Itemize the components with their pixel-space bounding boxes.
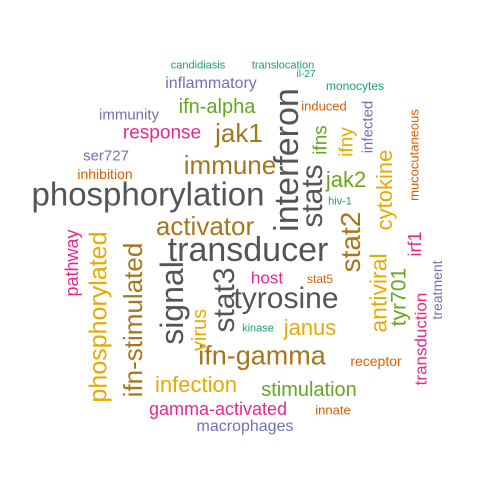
word-ifn-stimulated: ifn-stimulated [118,242,148,398]
word-activator: activator [155,211,255,241]
word-pathway: pathway [62,229,82,297]
word-virus: virus [189,308,211,352]
word-inhibition: inhibition [77,166,133,182]
word-cytokine: cytokine [372,149,397,231]
word-signal: signal [154,261,190,345]
word-inflammatory: inflammatory [165,75,257,92]
word-monocytes: monocytes [325,79,385,93]
word-host: host [250,268,284,288]
word-jak2: jak2 [325,167,367,192]
word-stats: stats [296,164,329,228]
word-translocation: translocation [251,59,315,72]
word-stat3: stat3 [208,267,241,333]
word-treatment: treatment [429,260,445,320]
word-infected: infected [359,100,377,154]
word-janus: janus [283,315,337,340]
word-kinase: kinase [242,322,274,335]
word-stat2: stat2 [335,211,366,273]
word-stat5: stat5 [306,272,334,286]
word-induced: induced [301,98,347,114]
word-phosphorylation: phosphorylation [31,175,265,213]
word-innate: innate [315,402,351,418]
word-gamma-activated: gamma-activated [148,399,288,419]
word-jak1: jak1 [215,118,263,148]
word-irf1: irf1 [405,231,425,257]
word-ifns: ifns [310,125,332,155]
word-infection: infection [155,372,237,397]
word-transducer: transducer [167,231,329,269]
word-stimulation: stimulation [261,379,357,401]
word-ser727: ser727 [83,147,129,165]
word-ifn-alpha: ifn-alpha [178,96,256,118]
word-response: response [122,122,202,144]
word-ifny: ifny [336,127,358,157]
word-ifn-gamma: ifn-gamma [198,340,326,371]
word-transduction: transduction [411,292,431,386]
word-macrophages: macrophages [196,418,294,435]
word-hiv-1: hiv-1 [328,195,352,208]
word-immune: immune [183,150,277,180]
word-receptor: receptor [350,353,402,369]
word-il-27: il-27 [296,69,316,80]
word-tyrosine: tyrosine [233,282,339,315]
word-immunity: immunity [98,106,160,124]
word-candidiasis: candidiasis [170,59,226,72]
word-mucocutaneous: mucocutaneous [406,109,422,201]
word-tyr701: tyr701 [387,267,411,327]
word-phosphorylated: phosphorylated [84,231,113,403]
